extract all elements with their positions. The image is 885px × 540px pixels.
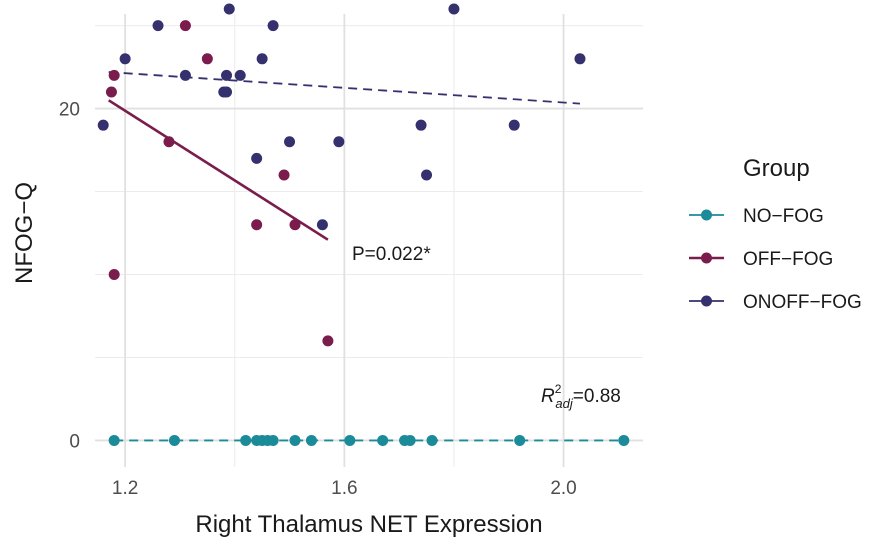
data-point <box>426 434 438 446</box>
p-value-annotation: P=0.022* <box>352 244 431 265</box>
regression-line <box>108 99 329 241</box>
data-point <box>234 69 246 81</box>
data-point <box>201 53 213 65</box>
y-tick-label: 20 <box>59 100 80 121</box>
legend: Group NO−FOG OFF−FOG ONOFF−FOG <box>689 155 862 313</box>
data-point <box>223 3 235 15</box>
y-axis-title: NFOG−Q <box>11 182 38 284</box>
data-point <box>618 434 630 446</box>
legend-title: Group <box>743 155 810 182</box>
data-point <box>119 53 131 65</box>
x-axis-title: Right Thalamus NET Expression <box>195 511 542 538</box>
data-point <box>267 434 279 446</box>
data-point <box>574 53 586 65</box>
x-tick-label: 2.0 <box>550 478 576 499</box>
data-point <box>305 434 317 446</box>
r2-subscript: adj <box>555 396 573 411</box>
data-points <box>97 3 630 446</box>
data-point <box>514 434 526 446</box>
r2-superscript: 2 <box>555 382 562 396</box>
data-point <box>415 119 427 131</box>
data-point <box>278 169 290 181</box>
data-point <box>240 434 252 446</box>
data-point <box>289 434 301 446</box>
data-point <box>152 20 164 32</box>
data-point <box>508 119 520 131</box>
data-point <box>251 152 263 164</box>
data-point <box>108 434 120 446</box>
data-point <box>448 3 460 15</box>
data-point <box>221 69 233 81</box>
legend-label: ONOFF−FOG <box>743 292 862 313</box>
data-point <box>289 219 301 231</box>
data-point <box>251 219 263 231</box>
r2-symbol: R <box>541 386 555 407</box>
data-point <box>404 434 416 446</box>
axis-ticks: 1.2 1.6 2.0 0 20 <box>59 100 577 499</box>
data-point <box>333 136 345 148</box>
data-point <box>163 136 175 148</box>
legend-label: NO−FOG <box>743 206 824 227</box>
x-tick-label: 1.6 <box>331 478 357 499</box>
data-point <box>421 169 433 181</box>
legend-label: OFF−FOG <box>743 249 833 270</box>
data-point <box>168 434 180 446</box>
r2-value: =0.88 <box>573 386 621 407</box>
data-point <box>377 434 389 446</box>
r-squared-annotation: R2 adj=0.88 <box>541 382 621 411</box>
data-point <box>221 86 233 98</box>
data-point <box>322 335 334 347</box>
data-point <box>179 20 191 32</box>
data-point <box>108 69 120 81</box>
data-point <box>97 119 109 131</box>
data-point <box>105 86 117 98</box>
y-tick-label: 0 <box>69 431 80 452</box>
data-point <box>267 20 279 32</box>
data-point <box>284 136 296 148</box>
data-point <box>256 53 268 65</box>
legend-marker <box>701 295 712 307</box>
legend-marker <box>701 252 712 264</box>
data-point <box>316 219 328 231</box>
data-point <box>108 269 120 281</box>
legend-marker <box>701 209 712 221</box>
data-point <box>179 69 191 81</box>
data-point <box>344 434 356 446</box>
x-tick-label: 1.2 <box>112 478 138 499</box>
